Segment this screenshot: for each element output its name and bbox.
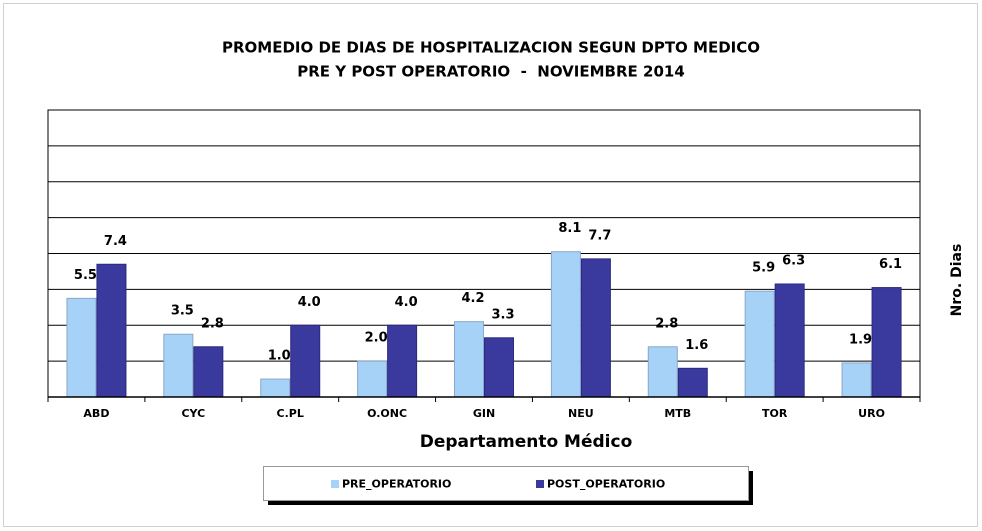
value-label: 1.9 xyxy=(849,332,872,347)
bar xyxy=(193,346,224,398)
x-tick-label: CYC xyxy=(181,407,205,420)
chart-subtitle: PRE Y POST OPERATORIO - NOVIEMBRE 2014 xyxy=(297,63,685,81)
bar xyxy=(841,362,872,398)
bar xyxy=(580,258,611,398)
value-label: 2.8 xyxy=(201,316,224,331)
value-label: 3.3 xyxy=(491,307,514,322)
bar xyxy=(387,324,418,398)
value-label: 6.1 xyxy=(879,257,902,272)
value-label: 6.3 xyxy=(782,253,805,268)
value-label: 2.0 xyxy=(365,331,388,346)
bar xyxy=(454,321,484,398)
x-tick-label: NEU xyxy=(568,407,594,420)
bar xyxy=(677,367,708,398)
value-label: 5.5 xyxy=(74,268,97,283)
value-label: 7.4 xyxy=(104,234,127,249)
value-label: 3.5 xyxy=(171,304,194,319)
bar xyxy=(744,290,775,398)
value-label: 1.6 xyxy=(685,338,708,353)
bar xyxy=(260,378,291,398)
legend-label: PRE_OPERATORIO xyxy=(342,478,451,491)
x-tick-label: TOR xyxy=(762,407,788,420)
value-label: 4.2 xyxy=(461,291,484,306)
legend xyxy=(263,466,749,501)
bar xyxy=(871,287,902,398)
bar xyxy=(774,283,805,398)
x-tick-label: GIN xyxy=(473,407,495,420)
x-tick-label: URO xyxy=(858,407,885,420)
legend-swatch xyxy=(536,480,544,488)
bar xyxy=(290,324,321,398)
value-label: 5.9 xyxy=(752,261,775,276)
value-label: 8.1 xyxy=(558,221,581,236)
value-label: 4.0 xyxy=(298,295,321,310)
x-tick-label: C.PL xyxy=(277,407,304,420)
value-label: 2.8 xyxy=(655,316,678,331)
legend-label: POST_OPERATORIO xyxy=(547,478,665,491)
y-axis-label: Nro. Dias xyxy=(949,244,965,317)
bar xyxy=(163,333,194,398)
value-label: 4.0 xyxy=(395,295,418,310)
legend-swatch xyxy=(331,480,339,488)
bar xyxy=(550,251,581,398)
value-label: 1.0 xyxy=(268,349,291,364)
bar xyxy=(66,297,97,398)
chart-title: PROMEDIO DE DIAS DE HOSPITALIZACION SEGU… xyxy=(222,39,760,57)
x-tick-label: ABD xyxy=(83,407,109,420)
bar xyxy=(647,346,678,398)
x-tick-label: O.ONC xyxy=(367,407,407,420)
bar xyxy=(484,337,514,398)
bar xyxy=(357,360,388,398)
x-axis-label: Departamento Médico xyxy=(420,432,633,452)
value-label: 7.7 xyxy=(588,228,611,243)
bar xyxy=(96,263,127,398)
x-tick-label: MTB xyxy=(664,407,691,420)
